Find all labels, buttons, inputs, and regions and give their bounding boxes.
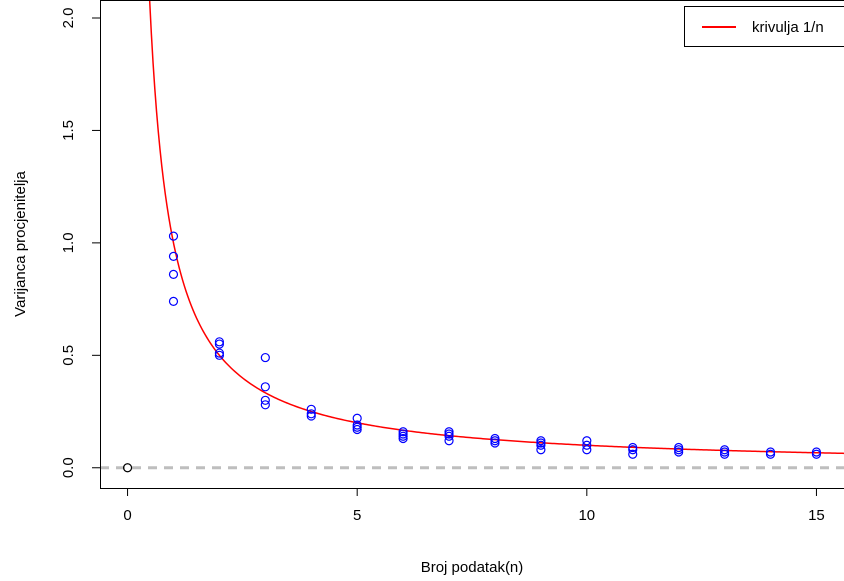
data-point xyxy=(398,433,408,444)
data-point xyxy=(444,436,454,446)
data-point xyxy=(765,449,776,459)
y-tick-label: 0.5 xyxy=(60,345,77,366)
data-point xyxy=(536,440,546,450)
data-point xyxy=(122,463,133,473)
data-point xyxy=(168,251,179,261)
data-point xyxy=(352,413,362,423)
data-point xyxy=(628,445,638,455)
data-point xyxy=(352,424,362,435)
data-point xyxy=(674,447,684,457)
data-point xyxy=(168,231,179,241)
data-point xyxy=(168,269,179,279)
data-point xyxy=(582,440,592,450)
plot-frame-layer xyxy=(100,0,844,489)
legend-label: krivulja 1/n xyxy=(752,19,824,36)
x-axis-label: Broj podatak(n) xyxy=(421,559,524,576)
data-point xyxy=(214,339,225,349)
data-point xyxy=(628,449,638,459)
data-point xyxy=(490,438,500,448)
x-tick-label: 10 xyxy=(578,507,595,524)
points-layer xyxy=(122,231,822,473)
plot-frame xyxy=(100,0,844,489)
data-point xyxy=(260,352,270,363)
data-point xyxy=(582,436,592,446)
y-axis: 0.0 0.5 1.0 1.5 2.0 xyxy=(60,8,100,478)
x-tick-label: 5 xyxy=(353,507,361,524)
y-axis-label: Varijanca procjenitelja xyxy=(12,171,29,317)
data-point xyxy=(719,449,730,459)
x-axis: 0 5 10 15 xyxy=(123,488,825,524)
data-point xyxy=(811,449,822,459)
curve-1-over-n xyxy=(148,0,844,455)
y-tick-label: 0.0 xyxy=(60,457,77,478)
data-point xyxy=(260,395,270,405)
y-tick-label: 1.0 xyxy=(60,232,77,253)
data-point xyxy=(260,400,270,410)
data-point xyxy=(536,445,546,455)
data-point xyxy=(306,404,316,414)
data-point xyxy=(582,445,592,455)
legend: krivulja 1/n xyxy=(684,6,844,47)
x-tick-label: 0 xyxy=(123,507,131,524)
data-point xyxy=(168,296,179,306)
data-point xyxy=(444,431,454,441)
data-point xyxy=(214,350,225,360)
y-tick-label: 1.5 xyxy=(60,120,77,141)
x-tick-label: 15 xyxy=(808,507,825,524)
y-tick-label: 2.0 xyxy=(60,8,77,29)
curve-layer xyxy=(148,0,844,455)
data-point xyxy=(306,411,316,421)
data-point xyxy=(260,382,270,392)
